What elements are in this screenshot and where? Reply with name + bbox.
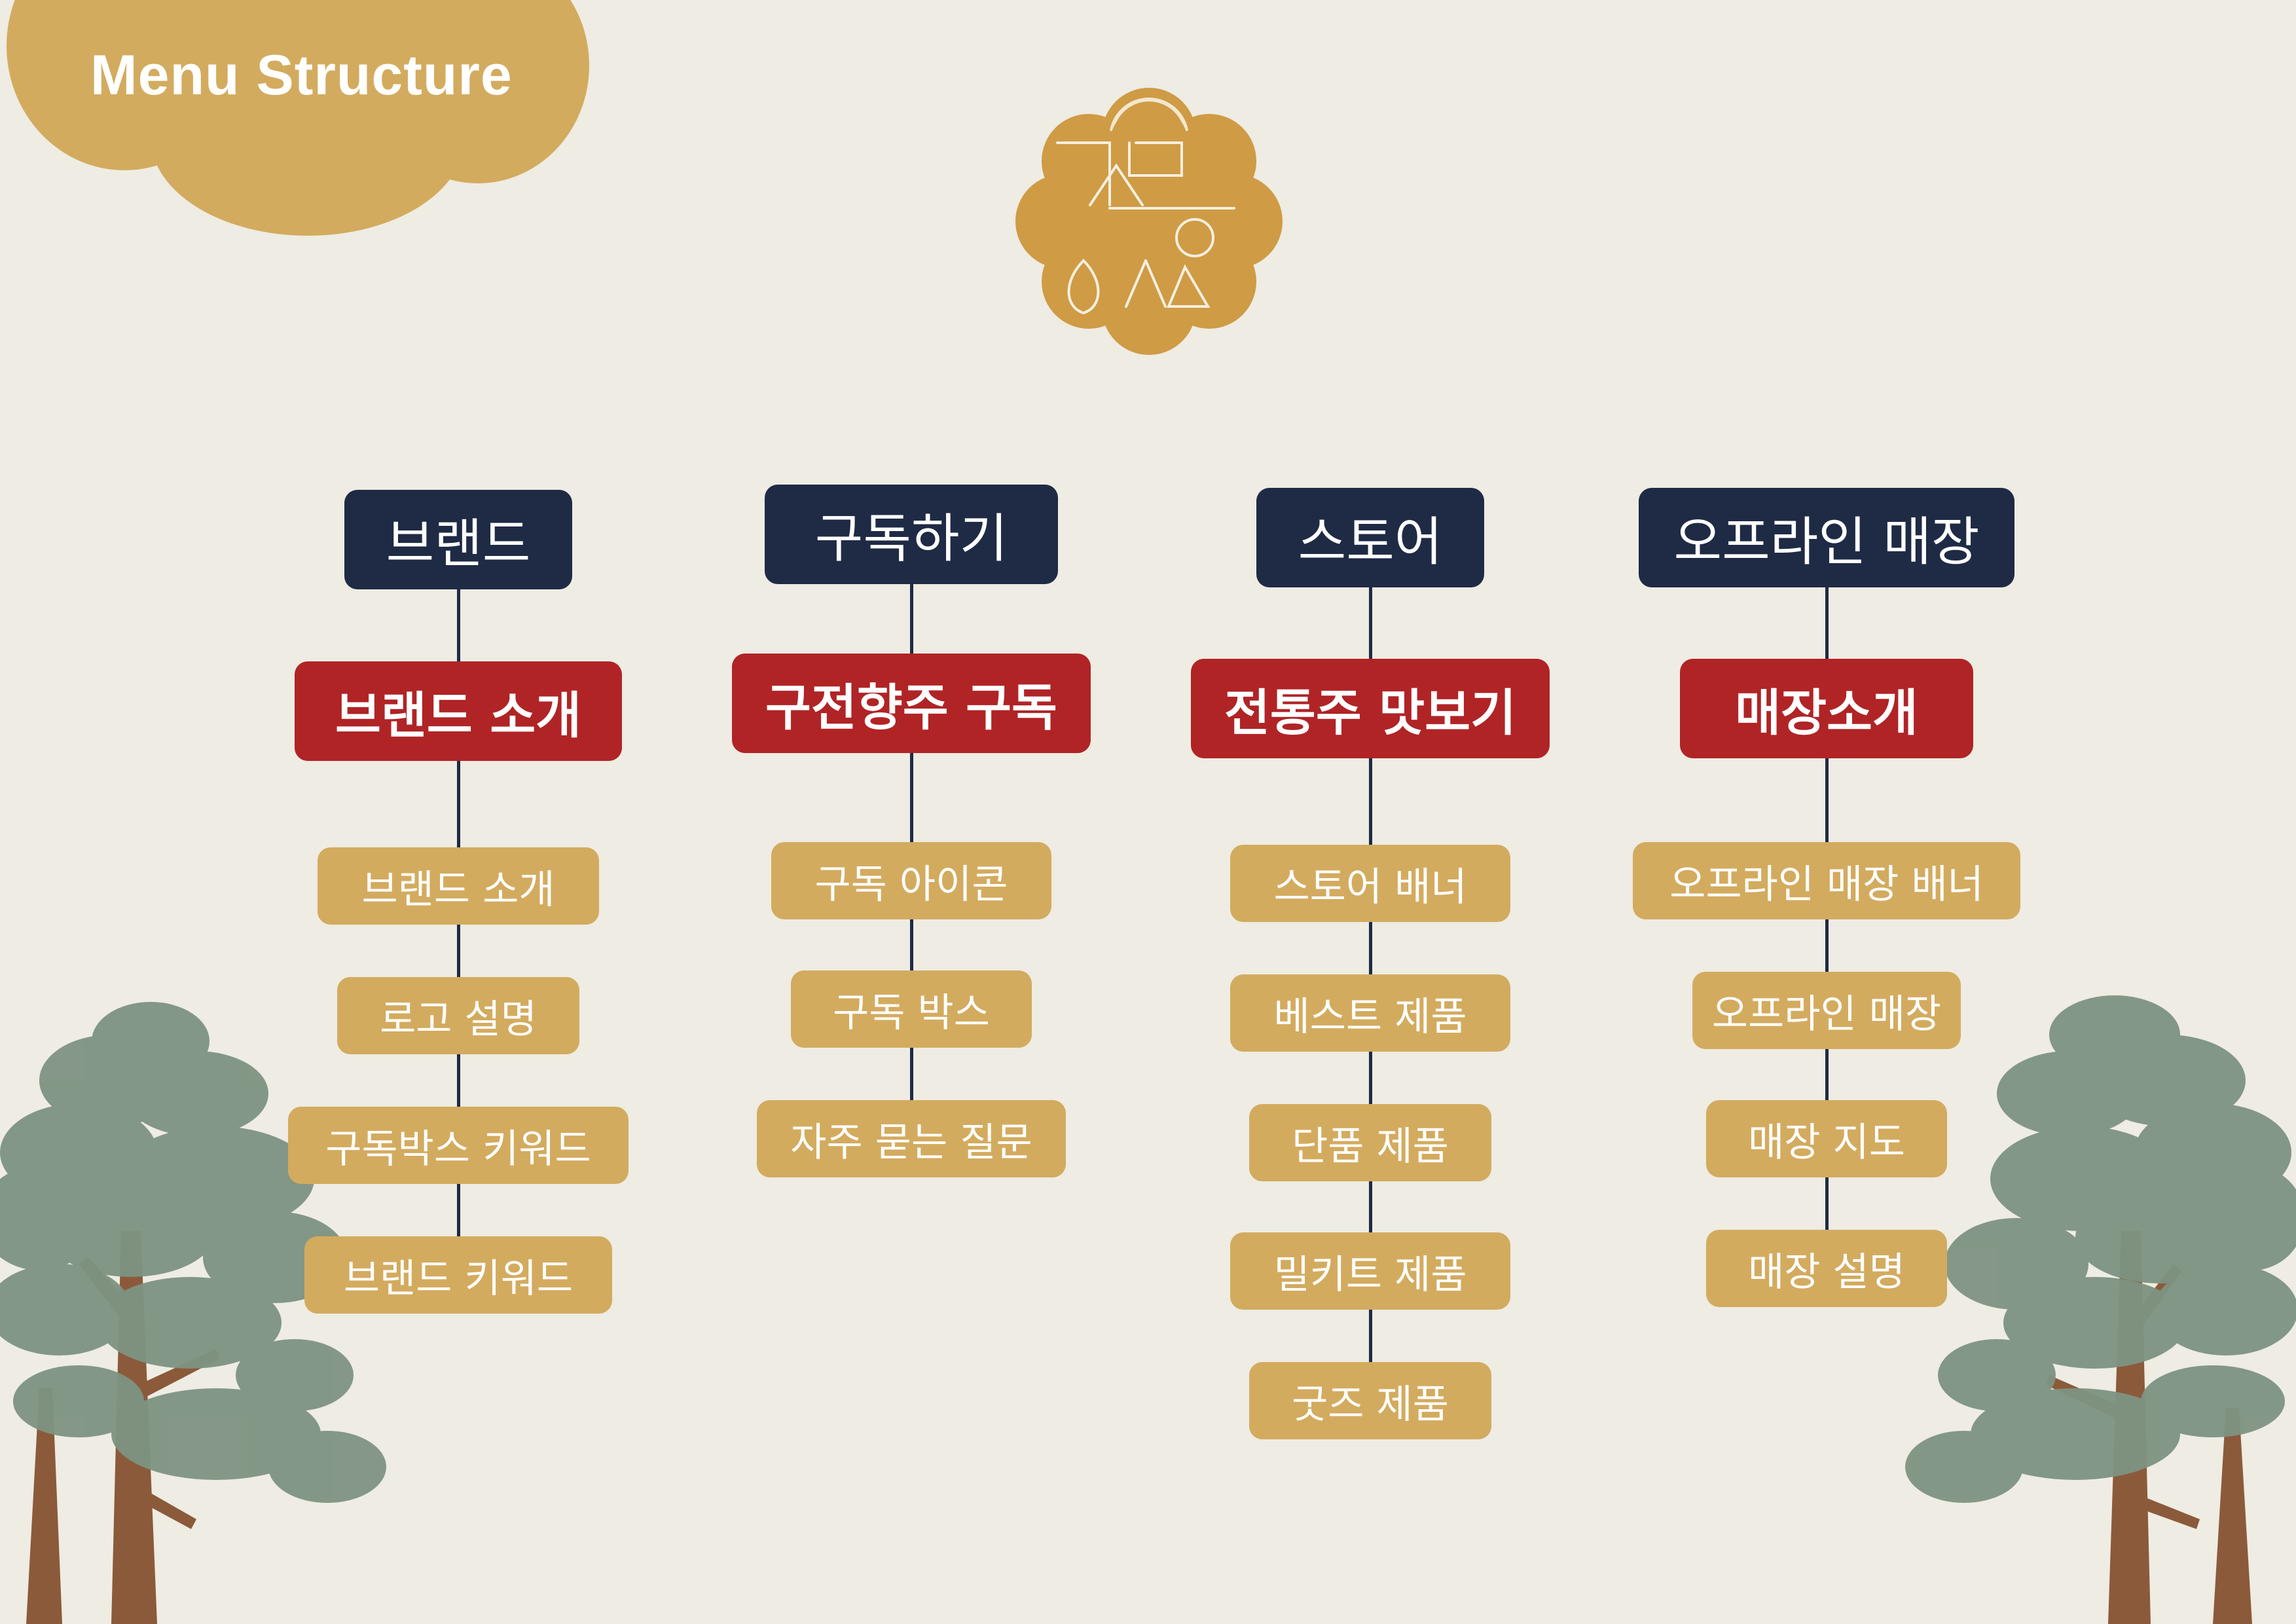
menu-section: 단품 제품 (1249, 1104, 1491, 1181)
menu-section: 매장 지도 (1706, 1100, 1947, 1177)
menu-section: 자주 묻는 질문 (757, 1100, 1066, 1177)
pine-tree-right (1905, 995, 2296, 1624)
menu-category: 구독하기 (765, 485, 1058, 584)
connector-line (910, 534, 913, 1139)
menu-category: 브랜드 (344, 490, 572, 589)
menu-section: 스토어 배너 (1230, 845, 1510, 922)
menu-category: 스토어 (1256, 488, 1484, 587)
menu-section: 밀키트 제품 (1230, 1232, 1510, 1310)
menu-page: 매장소개 (1680, 659, 1973, 758)
menu-category: 오프라인 매장 (1639, 488, 2014, 587)
menu-page: 전통주 맛보기 (1191, 659, 1550, 758)
menu-section: 구독박스 키워드 (288, 1107, 629, 1184)
menu-section: 오프라인 매장 배너 (1633, 842, 2020, 919)
menu-section: 구독 아이콘 (771, 842, 1051, 919)
menu-section: 브랜드 키워드 (304, 1236, 612, 1314)
menu-section: 베스트 제품 (1230, 974, 1510, 1052)
menu-section: 오프라인 매장 (1692, 972, 1961, 1049)
connector-line (1369, 538, 1372, 1401)
menu-page: 구전향주 구독 (732, 654, 1091, 753)
menu-section: 굿즈 제품 (1249, 1362, 1491, 1439)
menu-section: 매장 설명 (1706, 1230, 1947, 1307)
menu-section: 구독 박스 (791, 970, 1032, 1048)
menu-section: 로고 설명 (337, 977, 579, 1054)
logo-emblem (1015, 88, 1283, 355)
page-title: Menu Structure (90, 44, 513, 107)
menu-section: 브랜드 소개 (318, 847, 599, 925)
menu-page: 브랜드 소개 (295, 661, 622, 761)
